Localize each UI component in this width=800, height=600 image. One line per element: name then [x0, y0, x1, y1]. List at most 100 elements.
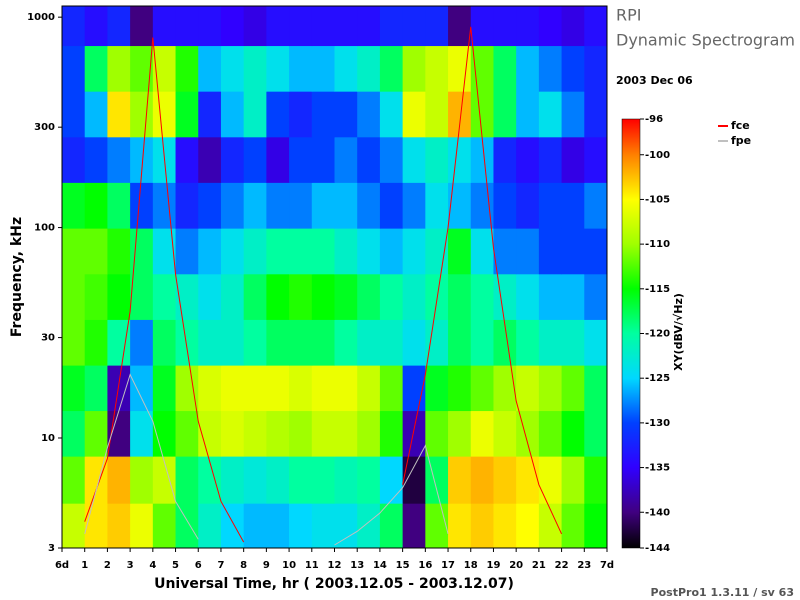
heatmap-cell [311, 182, 335, 229]
heatmap-cell [584, 273, 608, 320]
heatmap-cell [425, 228, 449, 275]
heatmap-cell [311, 319, 335, 366]
heatmap-cell [584, 228, 608, 275]
heatmap-cell [357, 91, 381, 138]
x-tick-label: 8 [240, 560, 247, 571]
heatmap-cell [448, 228, 472, 275]
heatmap-cell [334, 136, 358, 183]
heatmap-cell [357, 319, 381, 366]
heatmap-cell [266, 182, 290, 229]
heatmap-cell [107, 136, 131, 183]
heatmap-cell [311, 228, 335, 275]
heatmap-cell [311, 503, 335, 549]
heatmap-cell [84, 228, 108, 275]
heatmap-cell [84, 410, 108, 457]
heatmap-cell [175, 6, 199, 47]
heatmap-cell [130, 365, 154, 412]
heatmap-cell [130, 6, 154, 47]
heatmap-cell [516, 6, 540, 47]
heatmap-cell [175, 91, 199, 138]
heatmap-cell [538, 182, 563, 229]
heatmap-cell [84, 365, 108, 412]
heatmap-cell [561, 228, 585, 275]
heatmap-cell [62, 6, 86, 47]
heatmap-cell [266, 45, 290, 92]
heatmap-cell [448, 273, 472, 320]
heatmap-cell [130, 410, 154, 457]
heatmap-cell [220, 503, 245, 549]
heatmap-cell [220, 136, 245, 183]
heatmap-cell [402, 319, 426, 366]
heatmap-cell [152, 273, 177, 320]
heatmap-cell [584, 6, 608, 47]
heatmap-cell [561, 273, 585, 320]
heatmap-cell [243, 45, 267, 92]
heatmap-cell [311, 410, 335, 457]
heatmap-cell [379, 91, 404, 138]
heatmap-cell [425, 45, 449, 92]
heatmap-cell [516, 136, 540, 183]
heatmap-cell [561, 410, 585, 457]
heatmap-cell [289, 456, 313, 504]
heatmap-cell [470, 136, 494, 183]
x-tick-label: 2 [104, 560, 111, 571]
heatmap-cell [311, 136, 335, 183]
heatmap-cell [62, 273, 86, 320]
heatmap-cell [561, 136, 585, 183]
heatmap-cell [62, 456, 86, 504]
heatmap-cell [198, 136, 222, 183]
heatmap-cell [198, 410, 222, 457]
colorbar-label: XY(dBV/√Hz) [672, 293, 685, 371]
x-tick-label: 6 [195, 560, 202, 571]
heatmap-cell [516, 319, 540, 366]
heatmap-cell [357, 228, 381, 275]
heatmap-cell [538, 456, 563, 504]
heatmap-cell [334, 456, 358, 504]
heatmap-cell [470, 456, 494, 504]
heatmap-cell [334, 410, 358, 457]
heatmap-cell [357, 45, 381, 92]
heatmap-cell [62, 182, 86, 229]
x-tick-label: 9 [263, 560, 270, 571]
heatmap-cell [357, 136, 381, 183]
heatmap-cell [493, 365, 517, 412]
heatmap-cell [425, 456, 449, 504]
heatmap-cell [357, 182, 381, 229]
heatmap-cell [243, 182, 267, 229]
heatmap-cell [425, 410, 449, 457]
heatmap-cell [357, 365, 381, 412]
heatmap-cell [334, 273, 358, 320]
x-tick-label: 4 [149, 560, 156, 571]
heatmap-cell [493, 45, 517, 92]
heatmap-cell [175, 228, 199, 275]
heatmap-cell [448, 503, 472, 549]
heatmap-cell [448, 6, 472, 47]
heatmap-cell [538, 319, 563, 366]
heatmap-cell [175, 273, 199, 320]
colorbar-tick-label: -110 [645, 239, 670, 250]
heatmap-cell [470, 503, 494, 549]
x-tick-label: 16 [418, 560, 432, 571]
date: 2003 Dec 06 [616, 74, 693, 87]
heatmap-cell [289, 45, 313, 92]
heatmap-cell [584, 456, 608, 504]
heatmap-cell [220, 319, 245, 366]
heatmap-cell [107, 319, 131, 366]
heatmap-cell [266, 410, 290, 457]
heatmap-cell [448, 45, 472, 92]
colorbar-tick-label: -115 [645, 284, 670, 295]
heatmap-cell [470, 319, 494, 366]
heatmap-cell [584, 410, 608, 457]
heatmap-cell [130, 182, 154, 229]
heatmap-cell [266, 456, 290, 504]
heatmap-cell [243, 319, 267, 366]
heatmap-cell [379, 365, 404, 412]
heatmap-cell [357, 456, 381, 504]
y-tick-label: 3 [48, 543, 55, 554]
heatmap-cell [62, 410, 86, 457]
heatmap-cell [266, 319, 290, 366]
colorbar-tick-label: -135 [645, 463, 670, 474]
heatmap-cell [175, 410, 199, 457]
heatmap-cell [334, 6, 358, 47]
heatmap-cell [198, 91, 222, 138]
